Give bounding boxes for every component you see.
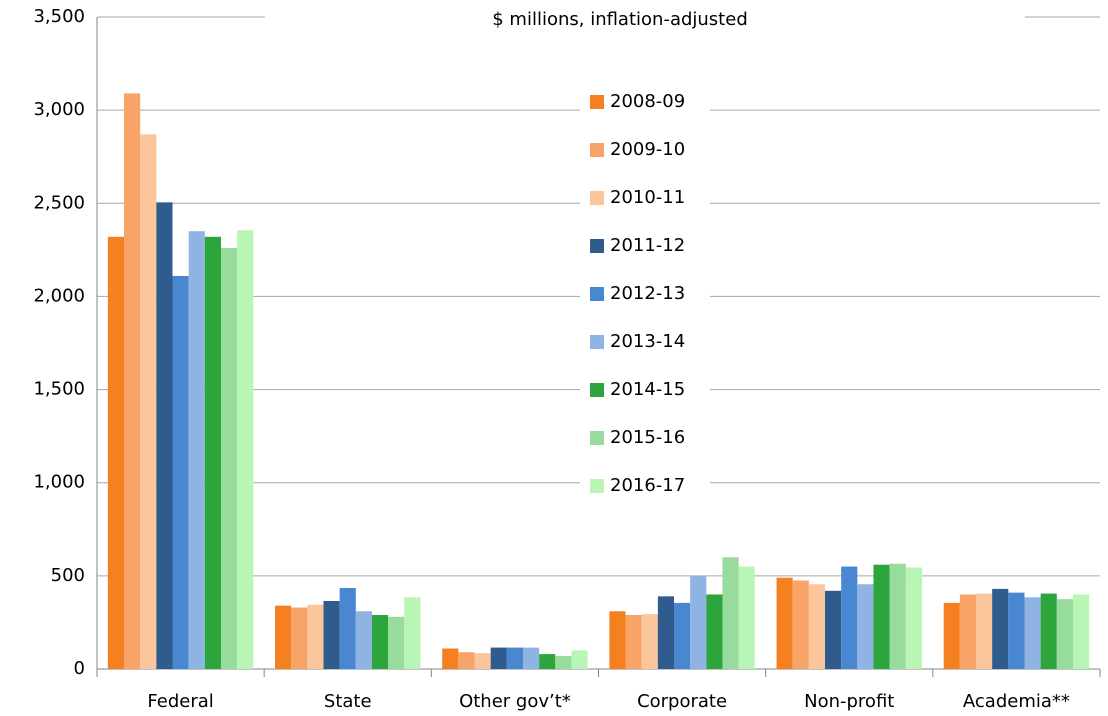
bar	[722, 557, 739, 669]
bar	[490, 647, 507, 669]
bar	[738, 566, 755, 669]
y-tick-label: 500	[51, 565, 85, 586]
bar	[674, 602, 691, 669]
legend-label: 2012-13	[610, 283, 685, 304]
y-tick-label: 3,000	[33, 99, 85, 120]
bar	[609, 611, 626, 669]
bar	[323, 601, 340, 669]
bar	[808, 584, 826, 669]
bar	[307, 604, 324, 669]
legend-swatch	[590, 143, 604, 157]
bar	[404, 597, 421, 669]
bar	[124, 93, 141, 670]
bar	[889, 563, 906, 669]
bar	[291, 607, 308, 669]
bar	[506, 647, 523, 669]
bar	[825, 590, 842, 669]
bar	[873, 564, 890, 669]
bar	[140, 134, 157, 670]
bar	[188, 231, 205, 669]
legend-swatch	[590, 287, 604, 301]
y-tick-label: 3,500	[33, 6, 85, 27]
x-tick-label: Other gov’t*	[459, 691, 571, 712]
bar	[1072, 594, 1090, 669]
y-tick-label: 1,500	[33, 379, 85, 400]
bar	[841, 566, 858, 669]
bar	[690, 575, 707, 669]
bar	[571, 650, 588, 669]
legend-label: 2010-11	[610, 187, 685, 208]
legend-swatch	[590, 335, 604, 349]
legend-label: 2016-17	[610, 475, 685, 496]
bar	[776, 577, 793, 669]
bar	[458, 652, 475, 669]
bar	[355, 611, 372, 669]
bar	[1040, 593, 1057, 669]
bar	[522, 647, 540, 669]
bar	[657, 596, 675, 669]
y-tick-label: 1,000	[33, 472, 85, 493]
bar	[339, 587, 356, 669]
y-tick-label: 0	[74, 658, 85, 679]
legend-label: 2013-14	[610, 331, 685, 352]
bar	[539, 654, 556, 669]
bar	[992, 588, 1009, 669]
legend-label: 2014-15	[610, 379, 685, 400]
legend-label: 2015-16	[610, 427, 685, 448]
bar	[1056, 599, 1073, 669]
y-tick-label: 2,000	[33, 285, 85, 306]
bar	[156, 202, 173, 669]
chart-subtitle: $ millions, inflation-adjusted	[492, 9, 748, 30]
bar	[172, 275, 189, 669]
legend-label: 2009-10	[610, 139, 685, 160]
x-tick-label: Federal	[147, 691, 213, 712]
bar	[388, 616, 405, 669]
bar	[275, 605, 292, 669]
legend-swatch	[590, 95, 604, 109]
bar	[905, 567, 922, 669]
bar	[237, 230, 254, 669]
x-tick-label: Non-profit	[804, 691, 894, 712]
bar	[706, 594, 723, 669]
title-area	[265, 0, 1025, 40]
legend-label: 2011-12	[610, 235, 685, 256]
y-tick-label: 2,500	[33, 192, 85, 213]
legend-swatch	[590, 431, 604, 445]
bar	[220, 247, 238, 669]
bar	[474, 653, 491, 669]
bar	[976, 593, 993, 669]
legend-swatch	[590, 383, 604, 397]
legend-swatch	[590, 191, 604, 205]
bar	[371, 614, 389, 669]
bar	[1024, 597, 1041, 669]
bar	[442, 648, 459, 669]
legend-swatch	[590, 239, 604, 253]
legend-label: 2008-09	[610, 91, 685, 112]
bar	[204, 236, 221, 669]
bar	[857, 584, 874, 669]
bar	[959, 594, 977, 669]
x-tick-label: Corporate	[637, 691, 727, 712]
bar	[641, 614, 658, 669]
bar	[792, 580, 809, 669]
bar	[555, 655, 572, 669]
x-tick-label: State	[324, 691, 372, 712]
x-tick-label: Academia**	[963, 691, 1070, 712]
bar	[625, 614, 642, 669]
legend-swatch	[590, 479, 604, 493]
bar	[1008, 592, 1025, 669]
bar	[107, 236, 125, 669]
bar	[943, 602, 960, 669]
